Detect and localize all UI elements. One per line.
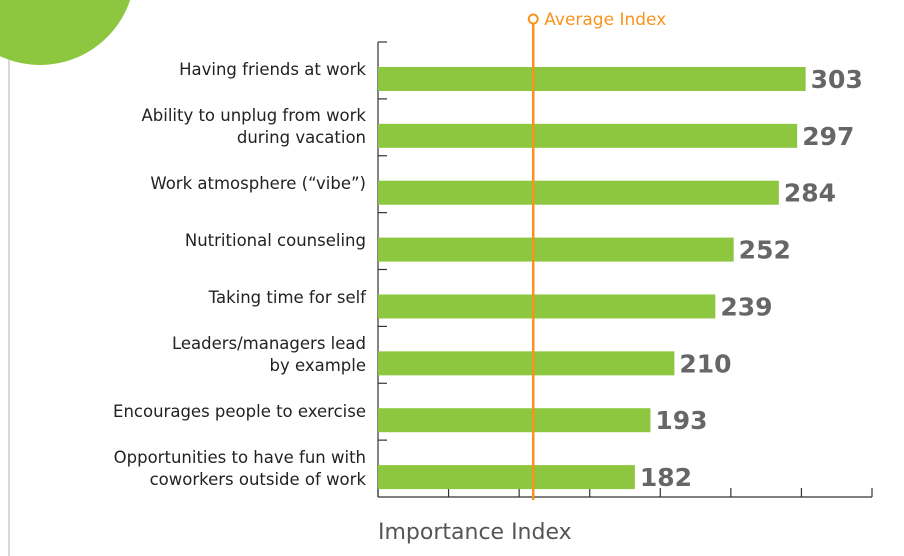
category-label: Encourages people to exercise — [113, 401, 366, 421]
category-label: Taking time for self — [208, 287, 366, 307]
bar — [378, 294, 716, 319]
reference-label: Average Index — [544, 10, 666, 30]
bar — [378, 465, 635, 490]
bar — [378, 351, 675, 376]
category-label: Work atmosphere (“vibe”) — [150, 174, 366, 194]
value-label: 239 — [720, 292, 772, 321]
value-label: 284 — [784, 179, 836, 208]
decor-circle — [0, 0, 131, 65]
category-label: Ability to unplug from work during vacat… — [141, 106, 366, 148]
category-label: Nutritional counseling — [184, 231, 366, 251]
reference-marker — [527, 13, 539, 25]
bar — [378, 123, 798, 148]
value-label: 252 — [739, 236, 791, 265]
category-label: Having friends at work — [179, 60, 366, 80]
bar — [378, 408, 651, 433]
value-label: 303 — [811, 65, 863, 94]
bar — [378, 180, 779, 205]
value-label: 193 — [655, 406, 707, 435]
value-label: 297 — [802, 122, 854, 151]
bar — [378, 66, 806, 91]
x-axis-label: Importance Index — [378, 520, 572, 545]
category-label: Leaders/managers lead by example — [171, 333, 366, 375]
category-label: Opportunities to have fun with coworkers… — [113, 447, 366, 489]
value-label: 210 — [679, 349, 731, 378]
bar — [378, 237, 734, 262]
value-label: 182 — [640, 463, 692, 492]
